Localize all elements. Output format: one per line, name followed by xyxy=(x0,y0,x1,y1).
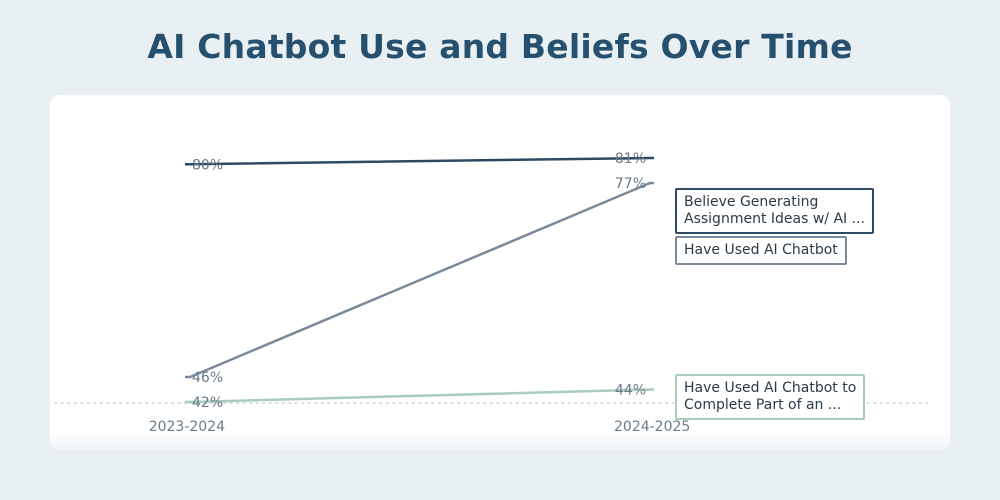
data-label-series-1-start: 80% xyxy=(192,157,223,173)
series-line-have-used-ai-chatbot-to-complete-part-of xyxy=(188,388,652,404)
series-line-believe-generating-assignment-ideas-w-ai xyxy=(188,156,652,166)
series-2: 46% 77% xyxy=(185,176,654,386)
data-label-series-2-start: 46% xyxy=(192,370,223,386)
series-1: 80% 81% xyxy=(185,151,654,173)
chart-title: AI Chatbot Use and Beliefs Over Time xyxy=(147,27,853,66)
data-label-series-1-end: 81% xyxy=(615,151,646,167)
data-label-series-2-end: 77% xyxy=(615,176,646,192)
x-tick-label-2024-2025: 2024-2025 xyxy=(614,419,690,435)
series-3: 42% 44% xyxy=(185,382,654,411)
x-tick-label-2023-2024: 2023-2024 xyxy=(149,419,225,435)
legend-item-series-1[interactable]: Believe Generating Assignment Ideas w/ A… xyxy=(675,188,874,234)
data-label-series-3-start: 42% xyxy=(192,395,223,411)
data-label-series-3-end: 44% xyxy=(615,382,646,398)
series-line-have-used-ai-chatbot xyxy=(188,181,652,379)
legend-item-series-3[interactable]: Have Used AI Chatbot to Complete Part of… xyxy=(675,374,866,420)
legend-item-series-2[interactable]: Have Used AI Chatbot xyxy=(675,236,847,265)
